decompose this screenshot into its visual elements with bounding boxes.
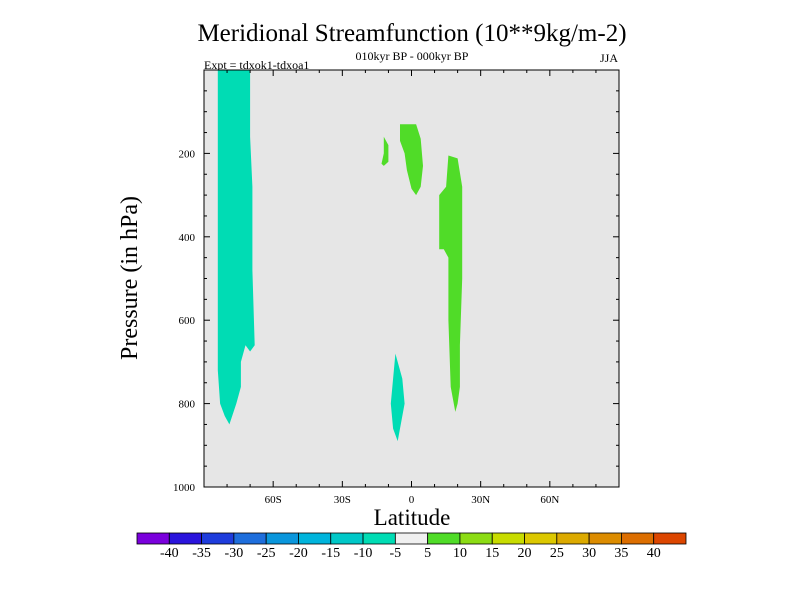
colorbar-swatch <box>556 532 590 545</box>
colorbar-swatch <box>330 532 364 545</box>
colorbar-label: -35 <box>192 546 211 561</box>
colorbar-swatch <box>491 532 525 545</box>
colorbar-label: 35 <box>614 546 628 561</box>
colorbar-swatch <box>168 532 202 545</box>
colorbar-label: 25 <box>550 546 564 561</box>
colorbar-label: -25 <box>257 546 276 561</box>
colorbar-swatch <box>201 532 235 545</box>
colorbar-label: -40 <box>160 546 179 561</box>
y-tick-label: 1000 <box>173 482 196 494</box>
colorbar-swatch <box>621 532 655 545</box>
y-tick-label: 200 <box>179 148 196 160</box>
positive-cell-northern-hemisphere <box>439 155 463 412</box>
y-tick-label: 600 <box>179 315 196 327</box>
x-tick-label: 30N <box>471 494 490 506</box>
axes: 60S 30S 0 30N 60N 200 400 600 800 1000 <box>173 69 620 506</box>
colorbar-swatch <box>394 532 429 545</box>
colorbar-swatch <box>136 532 170 545</box>
colorbar-swatch <box>653 532 687 545</box>
colorbar-label: -15 <box>321 546 340 561</box>
colorbar-label: -5 <box>390 546 402 561</box>
colorbar-label: 10 <box>453 546 467 561</box>
negative-cell-southern-hemisphere <box>217 70 255 425</box>
colorbar-label: -20 <box>289 546 308 561</box>
colorbar-swatch <box>362 532 396 545</box>
x-tick-label: 60S <box>265 494 282 506</box>
colorbar-label: 20 <box>518 546 532 561</box>
positive-cell-upper <box>400 124 423 196</box>
plot-area <box>204 70 619 487</box>
y-tick-label: 400 <box>179 232 196 244</box>
x-tick-label: 60N <box>540 494 559 506</box>
chart-subtitle: 010kyr BP - 000kyr BP <box>356 49 469 63</box>
x-axis-label: Latitude <box>374 505 451 530</box>
colorbar-label: 40 <box>647 546 661 561</box>
colorbar-swatch <box>298 532 332 545</box>
colorbar-label: -10 <box>354 546 373 561</box>
colorbar-swatch <box>524 532 558 545</box>
colorbar-label: 5 <box>424 546 431 561</box>
x-tick-label: 30S <box>334 494 351 506</box>
colorbar-swatch <box>588 532 622 545</box>
colorbar-swatch <box>265 532 299 545</box>
colorbar: -40 -35 -30 -25 -20 -15 -10 -5 5 10 15 20 25 30 35 40 <box>136 532 687 561</box>
positive-cell-upper-left <box>381 136 389 166</box>
negative-cell-equator <box>390 353 405 442</box>
colorbar-swatch <box>233 532 267 545</box>
experiment-label: Expt = tdxok1-tdxoa1 <box>204 58 309 72</box>
colorbar-label: -30 <box>225 546 244 561</box>
colorbar-swatch <box>459 532 493 545</box>
y-axis-label: Pressure (in hPa) <box>117 196 143 360</box>
x-tick-label: 0 <box>409 494 415 506</box>
y-tick-label: 800 <box>179 399 196 411</box>
colorbar-label: 30 <box>582 546 596 561</box>
colorbar-swatch <box>427 532 461 545</box>
chart-title: Meridional Streamfunction (10**9kg/m-2) <box>197 20 626 47</box>
season-label: JJA <box>600 51 618 65</box>
colorbar-label: 15 <box>485 546 499 561</box>
